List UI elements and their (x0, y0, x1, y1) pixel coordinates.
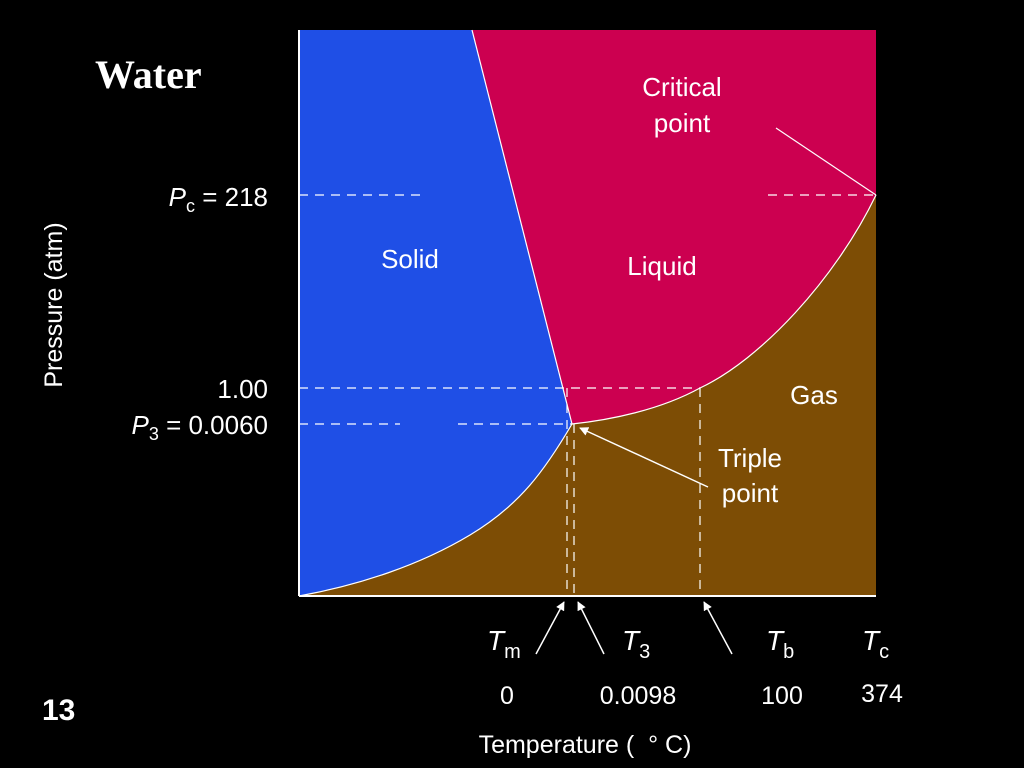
sublimation-curve (298, 423, 573, 597)
tb-subscript: b (783, 641, 794, 663)
tc-value: 374 (861, 680, 903, 708)
solid-region (299, 30, 572, 596)
tc-letter: T (862, 625, 881, 656)
t3-symbol: T3 (622, 625, 650, 663)
critical-point-label-line1: Critical (642, 72, 721, 102)
dashed-guides (299, 194, 876, 596)
p3-subscript: 3 (149, 424, 159, 444)
pc-value: = 218 (195, 182, 268, 212)
x-axis-symbols: Tm T3 Tb Tc (487, 625, 889, 663)
liquid-label: Liquid (627, 251, 696, 281)
gas-label: Gas (790, 380, 838, 410)
pc-subscript: c (186, 196, 195, 216)
pc-symbol: P (169, 182, 187, 212)
tb-value: 100 (761, 682, 803, 710)
tb-symbol: Tb (766, 625, 794, 663)
tm-arrow (535, 601, 565, 655)
x-axis-arrows (535, 601, 733, 655)
triple-point-label-line2: point (722, 478, 779, 508)
p3-tick-label: P3 = 0.0060 (131, 410, 268, 444)
diagram-plot-area: Solid Liquid Gas Critical point Triple p… (298, 29, 877, 597)
x-axis-label: Temperature ( ° C) (479, 731, 692, 759)
triple-point-arrow (579, 427, 709, 488)
tc-subscript: c (879, 641, 889, 663)
liquid-region (472, 30, 876, 424)
tm-value: 0 (500, 682, 514, 710)
tm-subscript: m (504, 641, 521, 663)
melting-curve (471, 29, 573, 425)
tm-letter: T (487, 625, 506, 656)
triple-point-label-line1: Triple (718, 443, 782, 473)
t3-arrow (577, 601, 605, 655)
y-axis-label: Pressure (atm) (40, 222, 68, 387)
t3-subscript: 3 (639, 641, 650, 663)
tb-letter: T (766, 625, 785, 656)
p3-symbol: P (131, 410, 149, 440)
solid-label: Solid (381, 244, 439, 274)
p3-value: = 0.0060 (159, 410, 268, 440)
tm-symbol: Tm (487, 625, 521, 663)
vaporization-curve (571, 194, 877, 425)
slide-title: Water (95, 52, 202, 97)
critical-point-label-line2: point (654, 108, 711, 138)
tb-arrow (703, 601, 733, 655)
pc-tick-label: Pc = 218 (169, 182, 268, 216)
one-atm-tick-label: 1.00 (217, 374, 268, 404)
t3-value: 0.0098 (600, 682, 676, 710)
t3-letter: T (622, 625, 641, 656)
page-number: 13 (42, 694, 75, 727)
tc-symbol: Tc (862, 625, 889, 663)
critical-point-pointer (775, 127, 877, 196)
